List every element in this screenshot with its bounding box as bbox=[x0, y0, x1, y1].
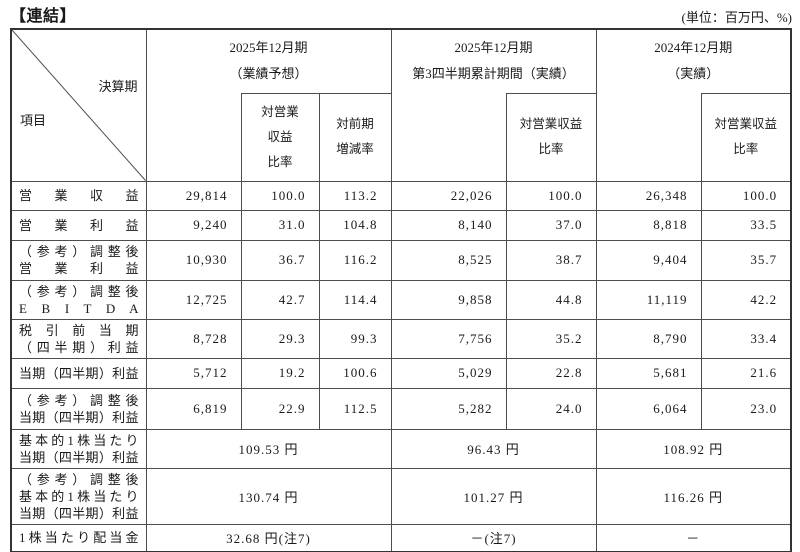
top-bar: 【連結】 (単位：百万円、%) bbox=[10, 2, 792, 26]
value-cell: 33.5 bbox=[700, 209, 792, 241]
merged-value-cell: 101.27 円 bbox=[390, 467, 597, 525]
value-cell: 42.2 bbox=[700, 279, 792, 320]
value-cell: 9,404 bbox=[595, 239, 702, 281]
value-cell: 31.0 bbox=[240, 209, 320, 241]
header-spacer-cell bbox=[390, 93, 507, 182]
subheader-yoy-change: 対前期 増減率 bbox=[318, 92, 392, 182]
unit-note: (単位：百万円、%) bbox=[681, 10, 793, 25]
value-cell: 100.6 bbox=[318, 357, 392, 389]
diagonal-line bbox=[12, 30, 145, 180]
merged-value-cell: 96.43 円 bbox=[390, 428, 597, 469]
financial-results-table: 決算期 項目 2025年12月期 （業績予想） 2025年12月期 第3四半期累… bbox=[10, 28, 793, 552]
value-cell: 100.0 bbox=[505, 180, 597, 211]
row-label: 当期（四半期）利益 bbox=[10, 357, 147, 389]
row-label: （参考）調整後 当期（四半期）利益 bbox=[10, 387, 147, 430]
value-cell: 113.2 bbox=[318, 180, 392, 211]
value-cell: 22.9 bbox=[240, 387, 320, 430]
table-header: 決算期 項目 2025年12月期 （業績予想） 2025年12月期 第3四半期累… bbox=[10, 28, 792, 182]
table-row: （参考）調整後 E B I T D A 12,725 42.7 114.4 9,858 44… bbox=[10, 279, 792, 320]
value-cell: 10,930 bbox=[145, 239, 242, 281]
value-cell: 100.0 bbox=[240, 180, 320, 211]
table-row: 当期（四半期）利益 5,712 19.2 100.6 5,029 22.8 5,681 21.… bbox=[10, 357, 792, 389]
table-row: 営業収益 29,814 100.0 113.2 22,026 100.0 26,348 100… bbox=[10, 180, 792, 211]
value-cell: 12,725 bbox=[145, 279, 242, 320]
value-cell: 22.8 bbox=[505, 357, 597, 389]
page-title: 【連結】 bbox=[10, 8, 77, 25]
value-cell: 5,712 bbox=[145, 357, 242, 389]
merged-value-cell: 32.68 円(注7) bbox=[145, 523, 392, 552]
table-row: 税引前当期 （四半期）利益 8,728 29.3 99.3 7,756 35.2 8,790 3… bbox=[10, 318, 792, 359]
row-label: 1株当たり配当金 bbox=[10, 523, 147, 552]
merged-value-cell: － bbox=[595, 523, 792, 552]
value-cell: 9,240 bbox=[145, 209, 242, 241]
merged-value-cell: 116.26 円 bbox=[595, 467, 792, 525]
value-cell: 21.6 bbox=[700, 357, 792, 389]
value-cell: 35.2 bbox=[505, 318, 597, 359]
merged-value-cell: 108.92 円 bbox=[595, 428, 792, 469]
subheader-ratio-to-revenue-2: 対営業収益 比率 bbox=[505, 92, 597, 182]
value-cell: 116.2 bbox=[318, 239, 392, 281]
value-cell: 8,140 bbox=[390, 209, 507, 241]
value-cell: 37.0 bbox=[505, 209, 597, 241]
subheader-ratio-to-revenue-3: 対営業収益 比率 bbox=[700, 92, 792, 182]
value-cell: 6,819 bbox=[145, 387, 242, 430]
value-cell: 44.8 bbox=[505, 279, 597, 320]
table-row: 基本的1株当たり 当期（四半期）利益 109.53 円 96.43 円 108.92 円 bbox=[10, 428, 792, 469]
value-cell: 35.7 bbox=[700, 239, 792, 281]
value-cell: 29.3 bbox=[240, 318, 320, 359]
header-spacer-cell bbox=[595, 93, 702, 182]
row-label: （参考）調整後 E B I T D A bbox=[10, 279, 147, 320]
value-cell: 11,119 bbox=[595, 279, 702, 320]
corner-label-item: 項目 bbox=[20, 113, 47, 128]
value-cell: 38.7 bbox=[505, 239, 597, 281]
value-cell: 5,029 bbox=[390, 357, 507, 389]
value-cell: 8,525 bbox=[390, 239, 507, 281]
row-label: 営業利益 bbox=[10, 209, 147, 241]
column-group-fy2025-q3-actual: 2025年12月期 第3四半期累計期間（実績） bbox=[390, 28, 597, 93]
value-cell: 22,026 bbox=[390, 180, 507, 211]
value-cell: 9,858 bbox=[390, 279, 507, 320]
corner-label-fiscal-period: 決算期 bbox=[98, 79, 138, 94]
table-row: （参考）調整後 基本的1株当たり 当期（四半期）利益 130.74 円 101.27 円… bbox=[10, 467, 792, 525]
value-cell: 8,818 bbox=[595, 209, 702, 241]
value-cell: 42.7 bbox=[240, 279, 320, 320]
value-cell: 104.8 bbox=[318, 209, 392, 241]
value-cell: 112.5 bbox=[318, 387, 392, 430]
table-body: 営業収益 29,814 100.0 113.2 22,026 100.0 26,348 100… bbox=[10, 180, 792, 552]
column-group-fy2025-forecast: 2025年12月期 （業績予想） bbox=[145, 28, 392, 93]
merged-value-cell: 130.74 円 bbox=[145, 467, 392, 525]
value-cell: 19.2 bbox=[240, 357, 320, 389]
value-cell: 100.0 bbox=[700, 180, 792, 211]
value-cell: 26,348 bbox=[595, 180, 702, 211]
row-label: 基本的1株当たり 当期（四半期）利益 bbox=[10, 428, 147, 469]
table-row: 営業利益 9,240 31.0 104.8 8,140 37.0 8,818 33.5 bbox=[10, 209, 792, 241]
value-cell: 36.7 bbox=[240, 239, 320, 281]
value-cell: 7,756 bbox=[390, 318, 507, 359]
value-cell: 114.4 bbox=[318, 279, 392, 320]
row-label: （参考）調整後 基本的1株当たり 当期（四半期）利益 bbox=[10, 467, 147, 525]
merged-value-cell: 109.53 円 bbox=[145, 428, 392, 469]
merged-value-cell: －(注7) bbox=[390, 523, 597, 552]
value-cell: 33.4 bbox=[700, 318, 792, 359]
corner-cell: 決算期 項目 bbox=[10, 28, 147, 182]
value-cell: 5,282 bbox=[390, 387, 507, 430]
value-cell: 24.0 bbox=[505, 387, 597, 430]
row-label: （参考）調整後 営業利益 bbox=[10, 239, 147, 281]
table-row: 1株当たり配当金 32.68 円(注7) －(注7) － bbox=[10, 523, 792, 552]
subheader-ratio-to-revenue-1: 対営業 収益 比率 bbox=[240, 92, 320, 182]
row-label: 税引前当期 （四半期）利益 bbox=[10, 318, 147, 359]
value-cell: 8,728 bbox=[145, 318, 242, 359]
value-cell: 29,814 bbox=[145, 180, 242, 211]
column-group-fy2024-actual: 2024年12月期 （実績） bbox=[595, 28, 792, 93]
table-row: （参考）調整後 当期（四半期）利益 6,819 22.9 112.5 5,282 24.0 6… bbox=[10, 387, 792, 430]
table-row: （参考）調整後 営業利益 10,930 36.7 116.2 8,525 38.7 9,404… bbox=[10, 239, 792, 281]
header-spacer-cell bbox=[145, 93, 242, 182]
value-cell: 99.3 bbox=[318, 318, 392, 359]
value-cell: 5,681 bbox=[595, 357, 702, 389]
value-cell: 8,790 bbox=[595, 318, 702, 359]
value-cell: 23.0 bbox=[700, 387, 792, 430]
row-label: 営業収益 bbox=[10, 180, 147, 211]
value-cell: 6,064 bbox=[595, 387, 702, 430]
